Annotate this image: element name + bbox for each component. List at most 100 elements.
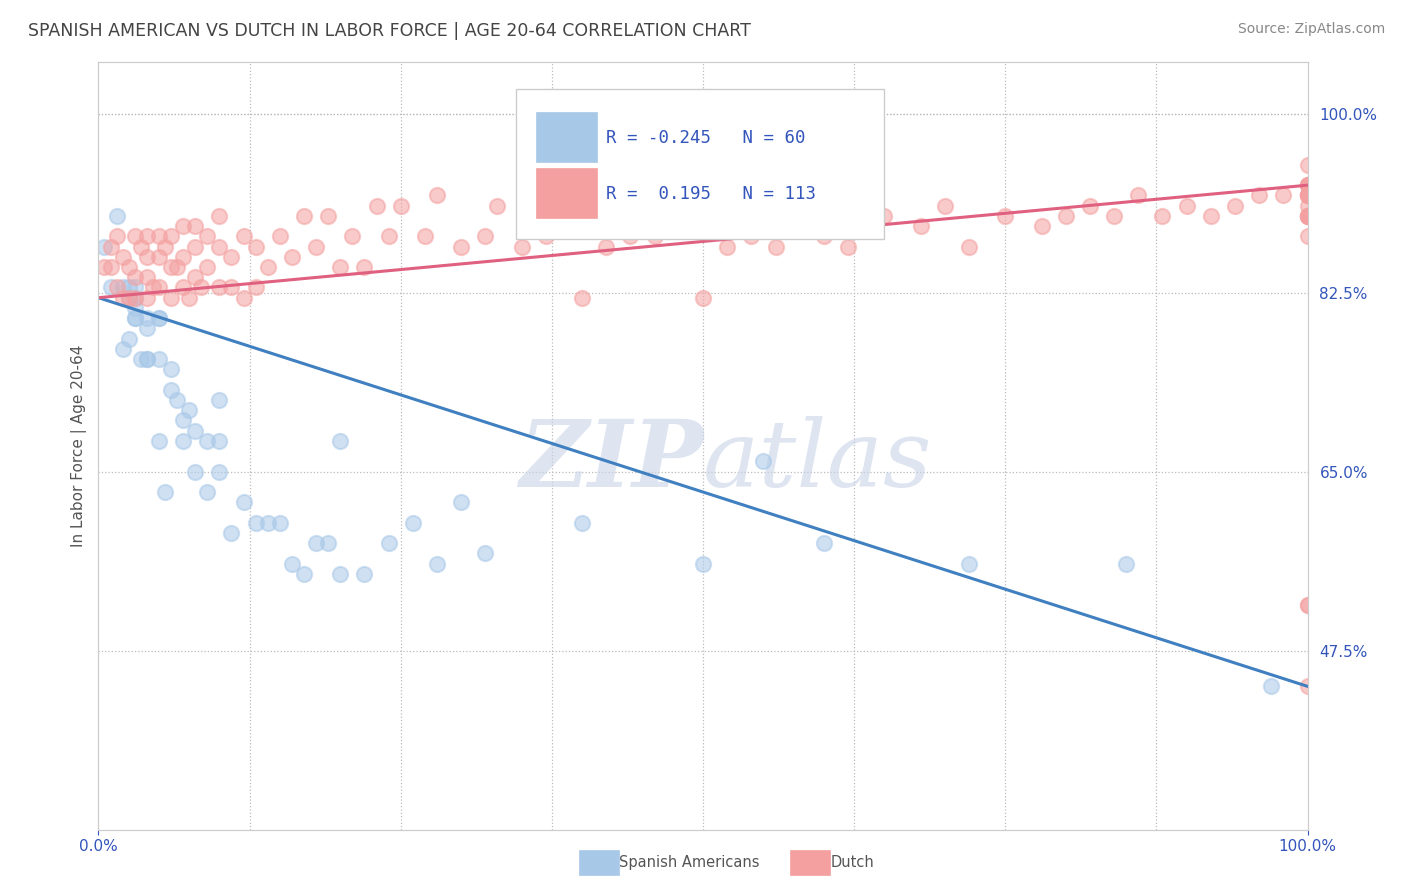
Point <box>105 229 128 244</box>
Point <box>245 280 267 294</box>
Point <box>377 229 399 244</box>
Point <box>105 280 128 294</box>
Point <box>668 209 690 223</box>
FancyBboxPatch shape <box>516 89 884 239</box>
Point <box>534 229 557 244</box>
Point <box>135 352 157 367</box>
Point <box>281 250 304 264</box>
Point <box>692 291 714 305</box>
Point <box>160 229 183 244</box>
Point <box>1175 199 1198 213</box>
Point <box>813 536 835 550</box>
Point <box>510 239 533 253</box>
Point <box>316 536 339 550</box>
Point <box>486 199 509 213</box>
Point <box>184 424 207 438</box>
Point <box>1296 598 1319 612</box>
Point <box>208 280 231 294</box>
Point <box>93 260 115 274</box>
Point <box>166 392 188 407</box>
Point <box>1296 178 1319 193</box>
Text: R = -0.245   N = 60: R = -0.245 N = 60 <box>606 128 806 146</box>
Point <box>366 199 388 213</box>
Point <box>1296 209 1319 223</box>
Point <box>208 434 231 448</box>
Point <box>1296 598 1319 612</box>
Point <box>269 516 291 530</box>
Point <box>1078 199 1101 213</box>
Point <box>160 260 183 274</box>
Point <box>1296 209 1319 223</box>
Point <box>195 434 218 448</box>
Point <box>1249 188 1271 202</box>
Point <box>292 209 315 223</box>
Point <box>135 352 157 367</box>
Point <box>184 270 207 285</box>
Point <box>353 566 375 581</box>
Point <box>426 188 449 202</box>
Point <box>100 260 122 274</box>
Point <box>1296 209 1319 223</box>
Point <box>1296 188 1319 202</box>
Point <box>172 413 194 427</box>
Point <box>184 219 207 233</box>
Point <box>595 239 617 253</box>
Point <box>135 270 157 285</box>
Point <box>148 352 170 367</box>
Point <box>1296 188 1319 202</box>
Point <box>135 321 157 335</box>
Point <box>148 229 170 244</box>
Point <box>1296 209 1319 223</box>
Point <box>148 434 170 448</box>
Point <box>124 280 146 294</box>
Point <box>124 270 146 285</box>
Point <box>873 209 896 223</box>
Point <box>389 199 412 213</box>
Point <box>1102 209 1125 223</box>
Point <box>118 260 141 274</box>
Point <box>160 383 183 397</box>
Point <box>124 311 146 326</box>
Point <box>1296 679 1319 693</box>
Point <box>1115 557 1137 571</box>
Point <box>142 280 165 294</box>
Point <box>232 495 254 509</box>
Point <box>221 280 243 294</box>
Point <box>269 229 291 244</box>
Point <box>129 239 152 253</box>
Point <box>305 239 328 253</box>
Point <box>221 250 243 264</box>
Point <box>160 362 183 376</box>
FancyBboxPatch shape <box>536 112 596 162</box>
Point <box>135 229 157 244</box>
Point <box>124 291 146 305</box>
Point <box>105 209 128 223</box>
Point <box>813 229 835 244</box>
Point <box>994 209 1017 223</box>
Point <box>692 557 714 571</box>
Text: atlas: atlas <box>703 417 932 507</box>
Point <box>1296 158 1319 172</box>
Point <box>148 280 170 294</box>
Point <box>166 260 188 274</box>
Point <box>172 434 194 448</box>
Point <box>184 239 207 253</box>
Point <box>329 434 352 448</box>
Point <box>1296 178 1319 193</box>
Text: Source: ZipAtlas.com: Source: ZipAtlas.com <box>1237 22 1385 37</box>
Text: R =  0.195   N = 113: R = 0.195 N = 113 <box>606 185 817 202</box>
Point <box>910 219 932 233</box>
Point <box>179 291 201 305</box>
Point <box>1031 219 1053 233</box>
Point <box>1296 209 1319 223</box>
Point <box>124 291 146 305</box>
Point <box>413 229 436 244</box>
Point <box>1152 209 1174 223</box>
Point <box>179 403 201 417</box>
Point <box>153 485 176 500</box>
Point <box>208 239 231 253</box>
Point <box>619 229 641 244</box>
Point <box>195 229 218 244</box>
Point <box>740 229 762 244</box>
Point <box>1296 229 1319 244</box>
